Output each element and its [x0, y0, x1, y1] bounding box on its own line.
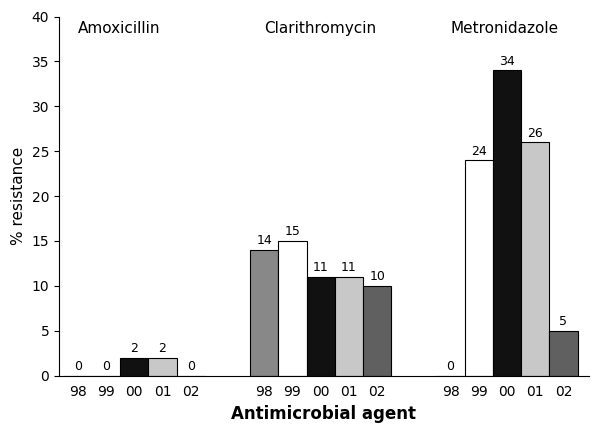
Text: 2: 2 — [158, 342, 166, 355]
Text: Metronidazole: Metronidazole — [451, 21, 559, 36]
Text: Clarithromycin: Clarithromycin — [264, 21, 376, 36]
Text: 11: 11 — [313, 261, 329, 274]
Text: 10: 10 — [369, 270, 385, 283]
Bar — [250, 250, 278, 375]
Bar — [464, 160, 493, 375]
Bar — [493, 70, 521, 375]
Bar — [363, 286, 391, 375]
X-axis label: Antimicrobial agent: Antimicrobial agent — [232, 405, 416, 423]
Bar — [550, 331, 578, 375]
Text: 0: 0 — [74, 360, 82, 373]
Bar — [335, 277, 363, 375]
Text: 0: 0 — [102, 360, 110, 373]
Text: 0: 0 — [187, 360, 195, 373]
Text: 2: 2 — [130, 342, 138, 355]
Text: Amoxicillin: Amoxicillin — [78, 21, 160, 36]
Text: 34: 34 — [499, 55, 515, 68]
Text: 5: 5 — [559, 315, 568, 328]
Bar — [278, 241, 307, 375]
Text: 26: 26 — [527, 127, 543, 140]
Y-axis label: % resistance: % resistance — [11, 147, 26, 245]
Bar — [521, 142, 550, 375]
Text: 11: 11 — [341, 261, 357, 274]
Text: 0: 0 — [446, 360, 455, 373]
Bar — [307, 277, 335, 375]
Text: 14: 14 — [256, 234, 272, 247]
Text: 24: 24 — [471, 145, 487, 158]
Bar — [120, 358, 148, 375]
Text: 15: 15 — [284, 225, 301, 238]
Bar — [148, 358, 176, 375]
